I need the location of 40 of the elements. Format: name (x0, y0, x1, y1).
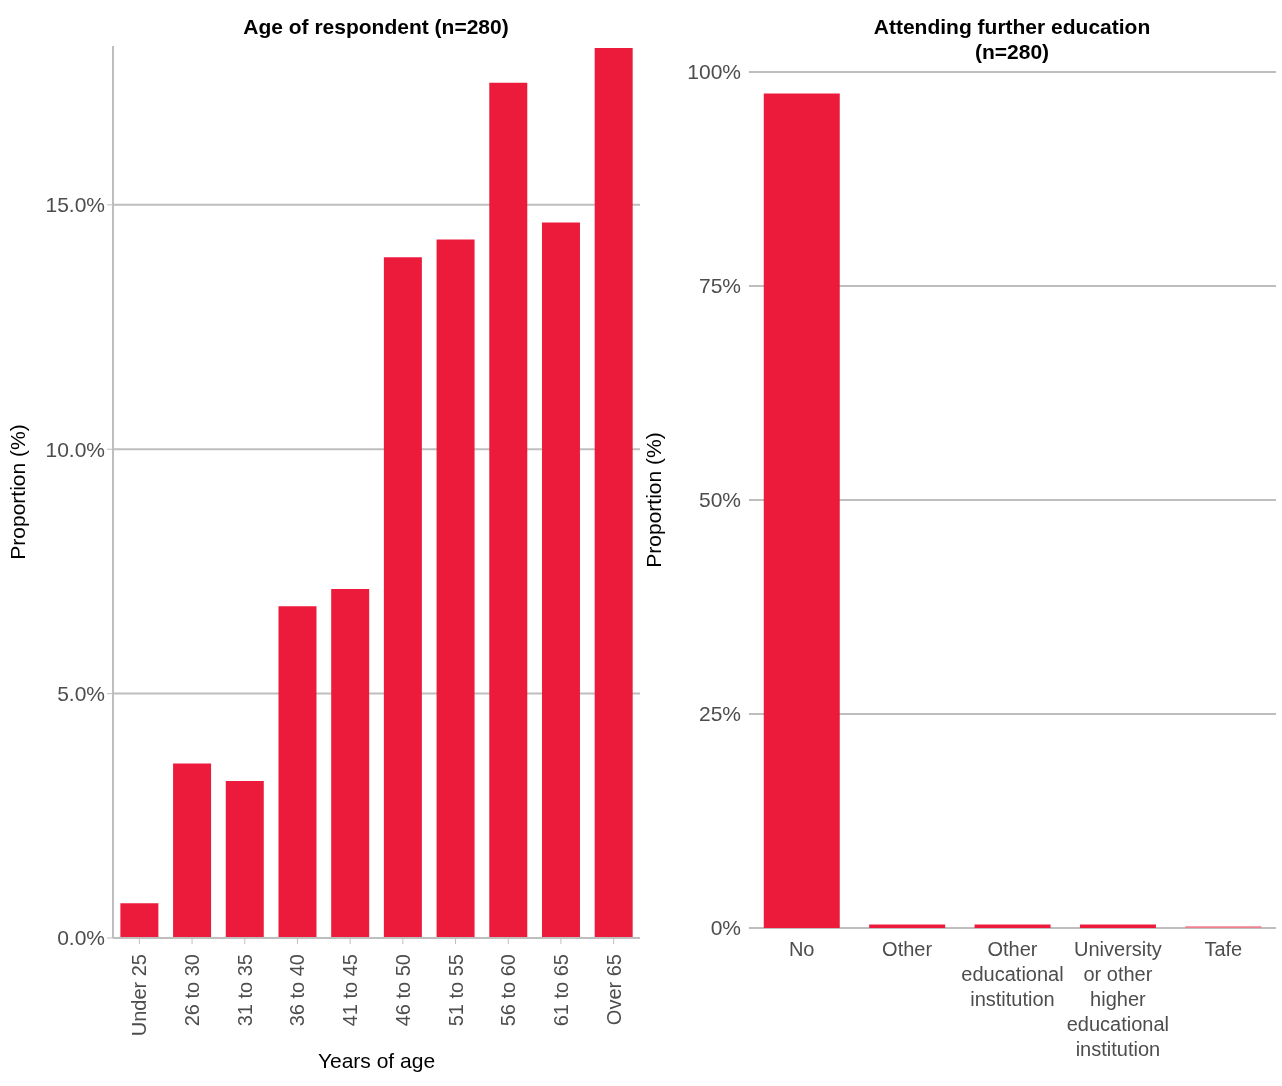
x-tick-label: No (788, 938, 815, 960)
x-tick-label: 26 to 30 (181, 954, 204, 1027)
x-tick-label: 36 to 40 (286, 954, 309, 1027)
y-tick-label: 0% (710, 916, 741, 940)
x-tick-label: 46 to 50 (391, 954, 414, 1027)
y-tick-label: 0.0% (57, 926, 105, 950)
chart-title: Attending further education (n=280) (872, 14, 1152, 64)
x-tick-label: Under 25 (128, 954, 151, 1037)
y-tick-label: 100% (687, 60, 741, 84)
bar (173, 763, 212, 938)
bar (763, 93, 840, 928)
x-axis-title: Years of age (317, 1049, 436, 1072)
x-tick-label: Tafe (1204, 938, 1243, 960)
bar (594, 47, 633, 938)
x-tick-label: 56 to 60 (497, 954, 520, 1027)
x-tick-label: 31 to 35 (233, 954, 256, 1027)
bar (541, 222, 580, 938)
y-tick-label: 15.0% (45, 193, 105, 217)
x-tick-label: Over 65 (602, 954, 625, 1026)
bar (331, 589, 370, 938)
x-tick-label: Other educational institution (961, 938, 1064, 1010)
y-axis-title: Proportion (%) (642, 432, 666, 568)
y-tick-label: 5.0% (57, 682, 105, 706)
chart-title: Age of respondent (n=280) (242, 14, 510, 39)
bar (120, 903, 159, 938)
y-tick-label: 10.0% (45, 437, 105, 461)
x-tick-label: 61 to 65 (549, 954, 572, 1027)
y-tick-label: 75% (698, 274, 741, 298)
bar (225, 781, 264, 938)
bar (383, 257, 422, 938)
x-tick-label: Other (882, 938, 933, 960)
x-tick-label: 51 to 55 (444, 954, 467, 1027)
x-tick-label: University or other higher educational institution (1066, 938, 1170, 1060)
y-axis-title: Proportion (%) (6, 424, 30, 560)
bar (489, 82, 528, 938)
x-tick-label: 41 to 45 (339, 954, 362, 1027)
y-tick-label: 50% (698, 488, 741, 512)
bar (278, 606, 317, 938)
bar (436, 239, 475, 938)
y-tick-label: 25% (698, 702, 741, 726)
